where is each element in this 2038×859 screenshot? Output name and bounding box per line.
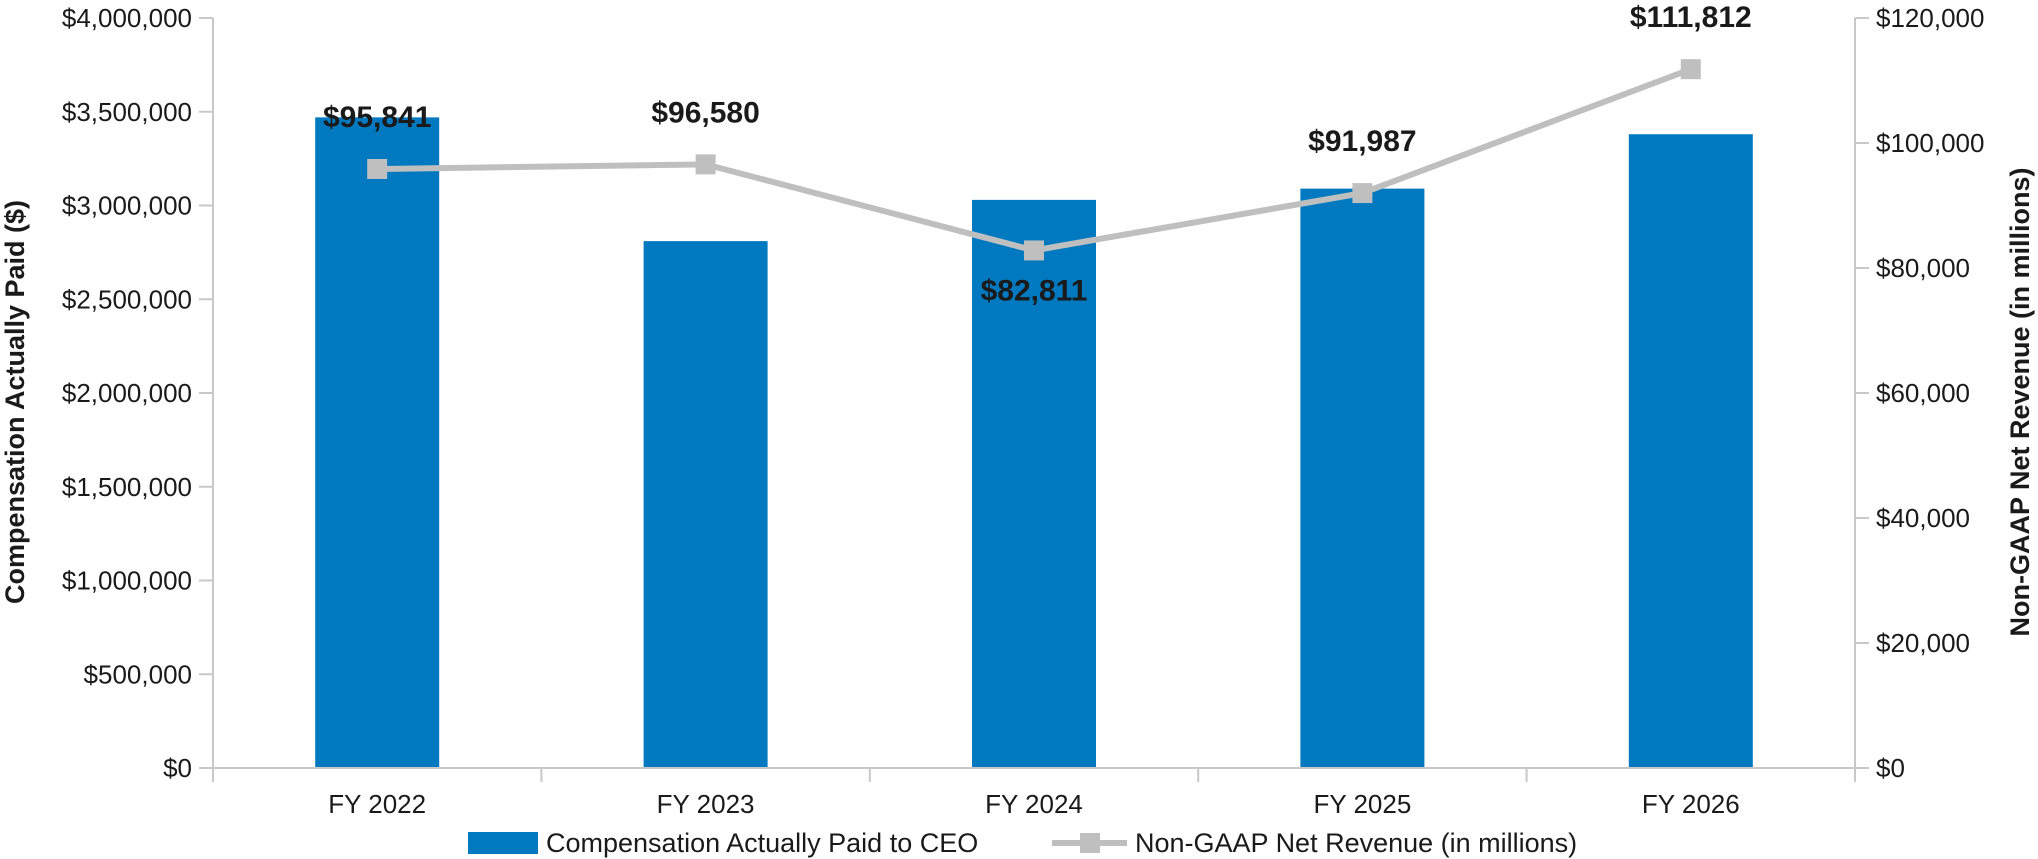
right-tick-label: $80,000 bbox=[1876, 253, 1970, 283]
bar-fy-2022 bbox=[315, 117, 440, 768]
line-series: $95,841 $96,580 $82,811 $91,987 $111,812 bbox=[323, 1, 1752, 307]
legend-swatch-marker bbox=[1080, 833, 1100, 853]
x-tick-label: FY 2025 bbox=[1313, 789, 1411, 819]
left-axis-title: Compensation Actually Paid ($) bbox=[0, 200, 30, 604]
left-tick-label: $4,000,000 bbox=[62, 3, 192, 33]
bar-fy-2026 bbox=[1628, 134, 1753, 768]
bar-fy-2024 bbox=[972, 199, 1096, 768]
x-axis-tick-labels: FY 2022 FY 2023 FY 2024 FY 2025 FY 2026 bbox=[328, 789, 1739, 819]
left-tick-label: $500,000 bbox=[84, 659, 192, 689]
right-axis-ticks: $0 $20,000 $40,000 $60,000 $80,000 $100,000 $1… bbox=[1855, 3, 1984, 783]
x-tick-label: FY 2026 bbox=[1642, 789, 1740, 819]
left-axis-ticks: $0 $500,000 $1,000,000 $1,500,000 $2,000,000… bbox=[62, 3, 213, 783]
revenue-data-label: $95,841 bbox=[323, 101, 431, 134]
left-tick-label: $1,000,000 bbox=[62, 566, 192, 596]
right-tick-label: $40,000 bbox=[1876, 503, 1970, 533]
right-tick-label: $20,000 bbox=[1876, 628, 1970, 658]
revenue-point bbox=[1024, 240, 1044, 261]
axes bbox=[212, 18, 1856, 782]
bar-fy-2023 bbox=[643, 241, 768, 768]
revenue-data-label: $96,580 bbox=[651, 96, 759, 129]
revenue-point bbox=[367, 158, 388, 179]
left-tick-label: $2,000,000 bbox=[62, 378, 192, 408]
right-tick-label: $0 bbox=[1876, 753, 1905, 783]
left-tick-label: $3,000,000 bbox=[62, 191, 192, 221]
legend: Compensation Actually Paid to CEO Non-GA… bbox=[468, 828, 1577, 858]
left-tick-label: $3,500,000 bbox=[62, 97, 192, 127]
left-tick-label: $2,500,000 bbox=[62, 284, 192, 314]
left-tick-label: $0 bbox=[163, 753, 192, 783]
revenue-data-label: $111,812 bbox=[1630, 1, 1752, 34]
right-tick-label: $60,000 bbox=[1876, 378, 1970, 408]
left-tick-label: $1,500,000 bbox=[62, 472, 192, 502]
right-tick-label: $120,000 bbox=[1876, 3, 1984, 33]
bar-fy-2025 bbox=[1300, 188, 1425, 768]
x-tick-label: FY 2024 bbox=[985, 789, 1083, 819]
right-tick-label: $100,000 bbox=[1876, 128, 1984, 158]
bar-series bbox=[315, 117, 1753, 768]
revenue-point bbox=[695, 154, 716, 175]
revenue-data-label: $82,811 bbox=[981, 274, 1088, 307]
revenue-data-label: $91,987 bbox=[1308, 125, 1416, 158]
revenue-point bbox=[1680, 59, 1701, 80]
legend-label-revenue: Non-GAAP Net Revenue (in millions) bbox=[1135, 828, 1577, 858]
x-tick-label: FY 2023 bbox=[657, 789, 755, 819]
right-axis-title: Non-GAAP Net Revenue (in millions) bbox=[2005, 167, 2035, 636]
legend-label-compensation: Compensation Actually Paid to CEO bbox=[546, 828, 978, 858]
revenue-point bbox=[1352, 183, 1373, 204]
x-tick-label: FY 2022 bbox=[328, 789, 426, 819]
legend-swatch-bar bbox=[468, 832, 538, 854]
